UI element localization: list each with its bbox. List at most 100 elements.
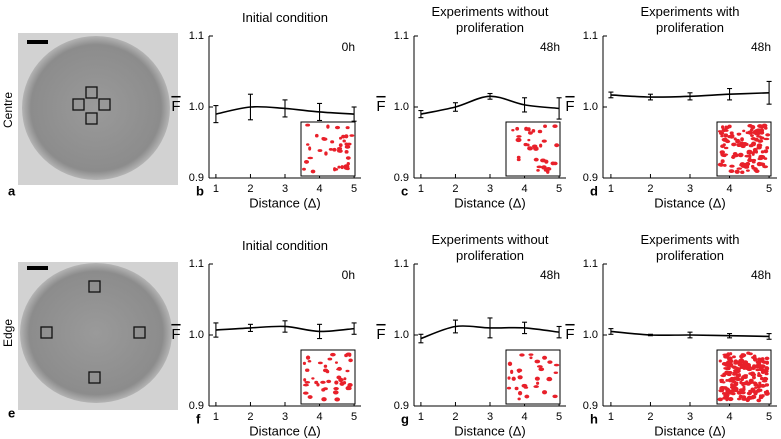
cell	[536, 165, 543, 169]
cell	[721, 128, 727, 133]
cell	[516, 368, 523, 373]
cell	[726, 352, 731, 357]
annotation: 48h	[540, 268, 560, 282]
cell	[726, 366, 731, 371]
x-tick-label: 4	[521, 183, 527, 195]
cell	[745, 381, 751, 386]
cell	[326, 379, 332, 384]
x-tick-label: 3	[282, 183, 288, 195]
cell	[334, 380, 339, 385]
y-axis-label: F	[376, 98, 385, 115]
cell	[330, 140, 335, 144]
cell	[738, 361, 744, 365]
x-tick-label: 2	[647, 411, 653, 423]
inset-frame	[505, 349, 561, 405]
cell	[748, 144, 754, 148]
cell	[754, 386, 758, 389]
y-tick-label: 1.1	[394, 30, 409, 42]
cell	[749, 128, 754, 132]
cell	[345, 386, 351, 391]
error-bar	[608, 328, 614, 335]
x-tick-label: 4	[726, 411, 732, 423]
y-tick-label: 1.0	[583, 101, 598, 113]
cell	[536, 365, 543, 368]
x-tick-label: 5	[766, 411, 772, 423]
cell	[758, 394, 763, 398]
cell	[750, 134, 754, 137]
cell	[342, 381, 347, 385]
cell	[760, 155, 766, 160]
cell	[722, 163, 727, 167]
cell	[731, 384, 738, 388]
cell	[332, 390, 339, 395]
cell	[322, 368, 329, 373]
y-tick-label: 0.9	[189, 172, 204, 184]
cell	[764, 356, 770, 361]
cell	[736, 377, 741, 382]
cell	[326, 124, 330, 129]
cell	[751, 160, 756, 164]
cell	[756, 145, 762, 150]
error-bar	[727, 87, 733, 101]
cell	[736, 390, 743, 395]
cell	[720, 144, 725, 149]
cell	[517, 397, 521, 401]
x-tick-label: 1	[213, 411, 219, 423]
cell	[332, 147, 337, 152]
x-tick-label: 3	[282, 411, 288, 423]
cell	[718, 359, 722, 363]
image-edge	[18, 262, 178, 410]
x-axis-label: Distance (Δ)	[654, 423, 726, 438]
annotation: 0h	[342, 40, 355, 54]
annotation: 48h	[751, 40, 771, 54]
cell	[334, 361, 338, 364]
error-bar	[487, 317, 493, 339]
cell	[731, 154, 736, 160]
cell	[763, 390, 768, 394]
cell	[324, 151, 328, 156]
cell	[553, 371, 559, 375]
error-bar	[766, 333, 772, 340]
cell	[754, 132, 760, 136]
cell	[519, 353, 525, 357]
cell	[731, 386, 736, 391]
cell	[764, 127, 768, 130]
panel-label: f	[196, 411, 201, 426]
cell	[730, 391, 736, 396]
cell	[310, 169, 316, 174]
cell	[547, 360, 553, 364]
cell	[546, 376, 553, 382]
y-axis-label: F	[565, 326, 574, 343]
cell	[752, 381, 757, 385]
cell	[765, 133, 771, 137]
annotation: 48h	[751, 268, 771, 282]
y-tick-label: 1.1	[189, 258, 204, 270]
chart-title: Experiments with proliferation	[640, 232, 740, 263]
x-axis-label: Distance (Δ)	[454, 423, 526, 438]
cell	[344, 145, 351, 149]
panel-label: a	[8, 183, 16, 198]
cell	[724, 388, 731, 391]
cell	[511, 376, 516, 381]
cell	[311, 377, 315, 380]
cell	[333, 167, 337, 172]
cell	[303, 160, 310, 164]
cell	[752, 354, 757, 359]
cell	[758, 130, 765, 135]
cell	[731, 142, 737, 147]
cell	[740, 137, 744, 142]
cell	[746, 351, 751, 355]
error-bar	[452, 102, 458, 112]
cell	[761, 360, 768, 364]
cell	[507, 376, 511, 380]
cell	[750, 366, 756, 370]
x-tick-label: 5	[351, 411, 357, 423]
error-bar	[727, 333, 733, 339]
cell	[723, 146, 729, 150]
inset	[505, 121, 561, 177]
x-tick-label: 4	[521, 411, 527, 423]
cell	[517, 390, 523, 396]
cell	[757, 139, 764, 143]
error-bar	[647, 93, 653, 101]
cell	[307, 395, 313, 399]
